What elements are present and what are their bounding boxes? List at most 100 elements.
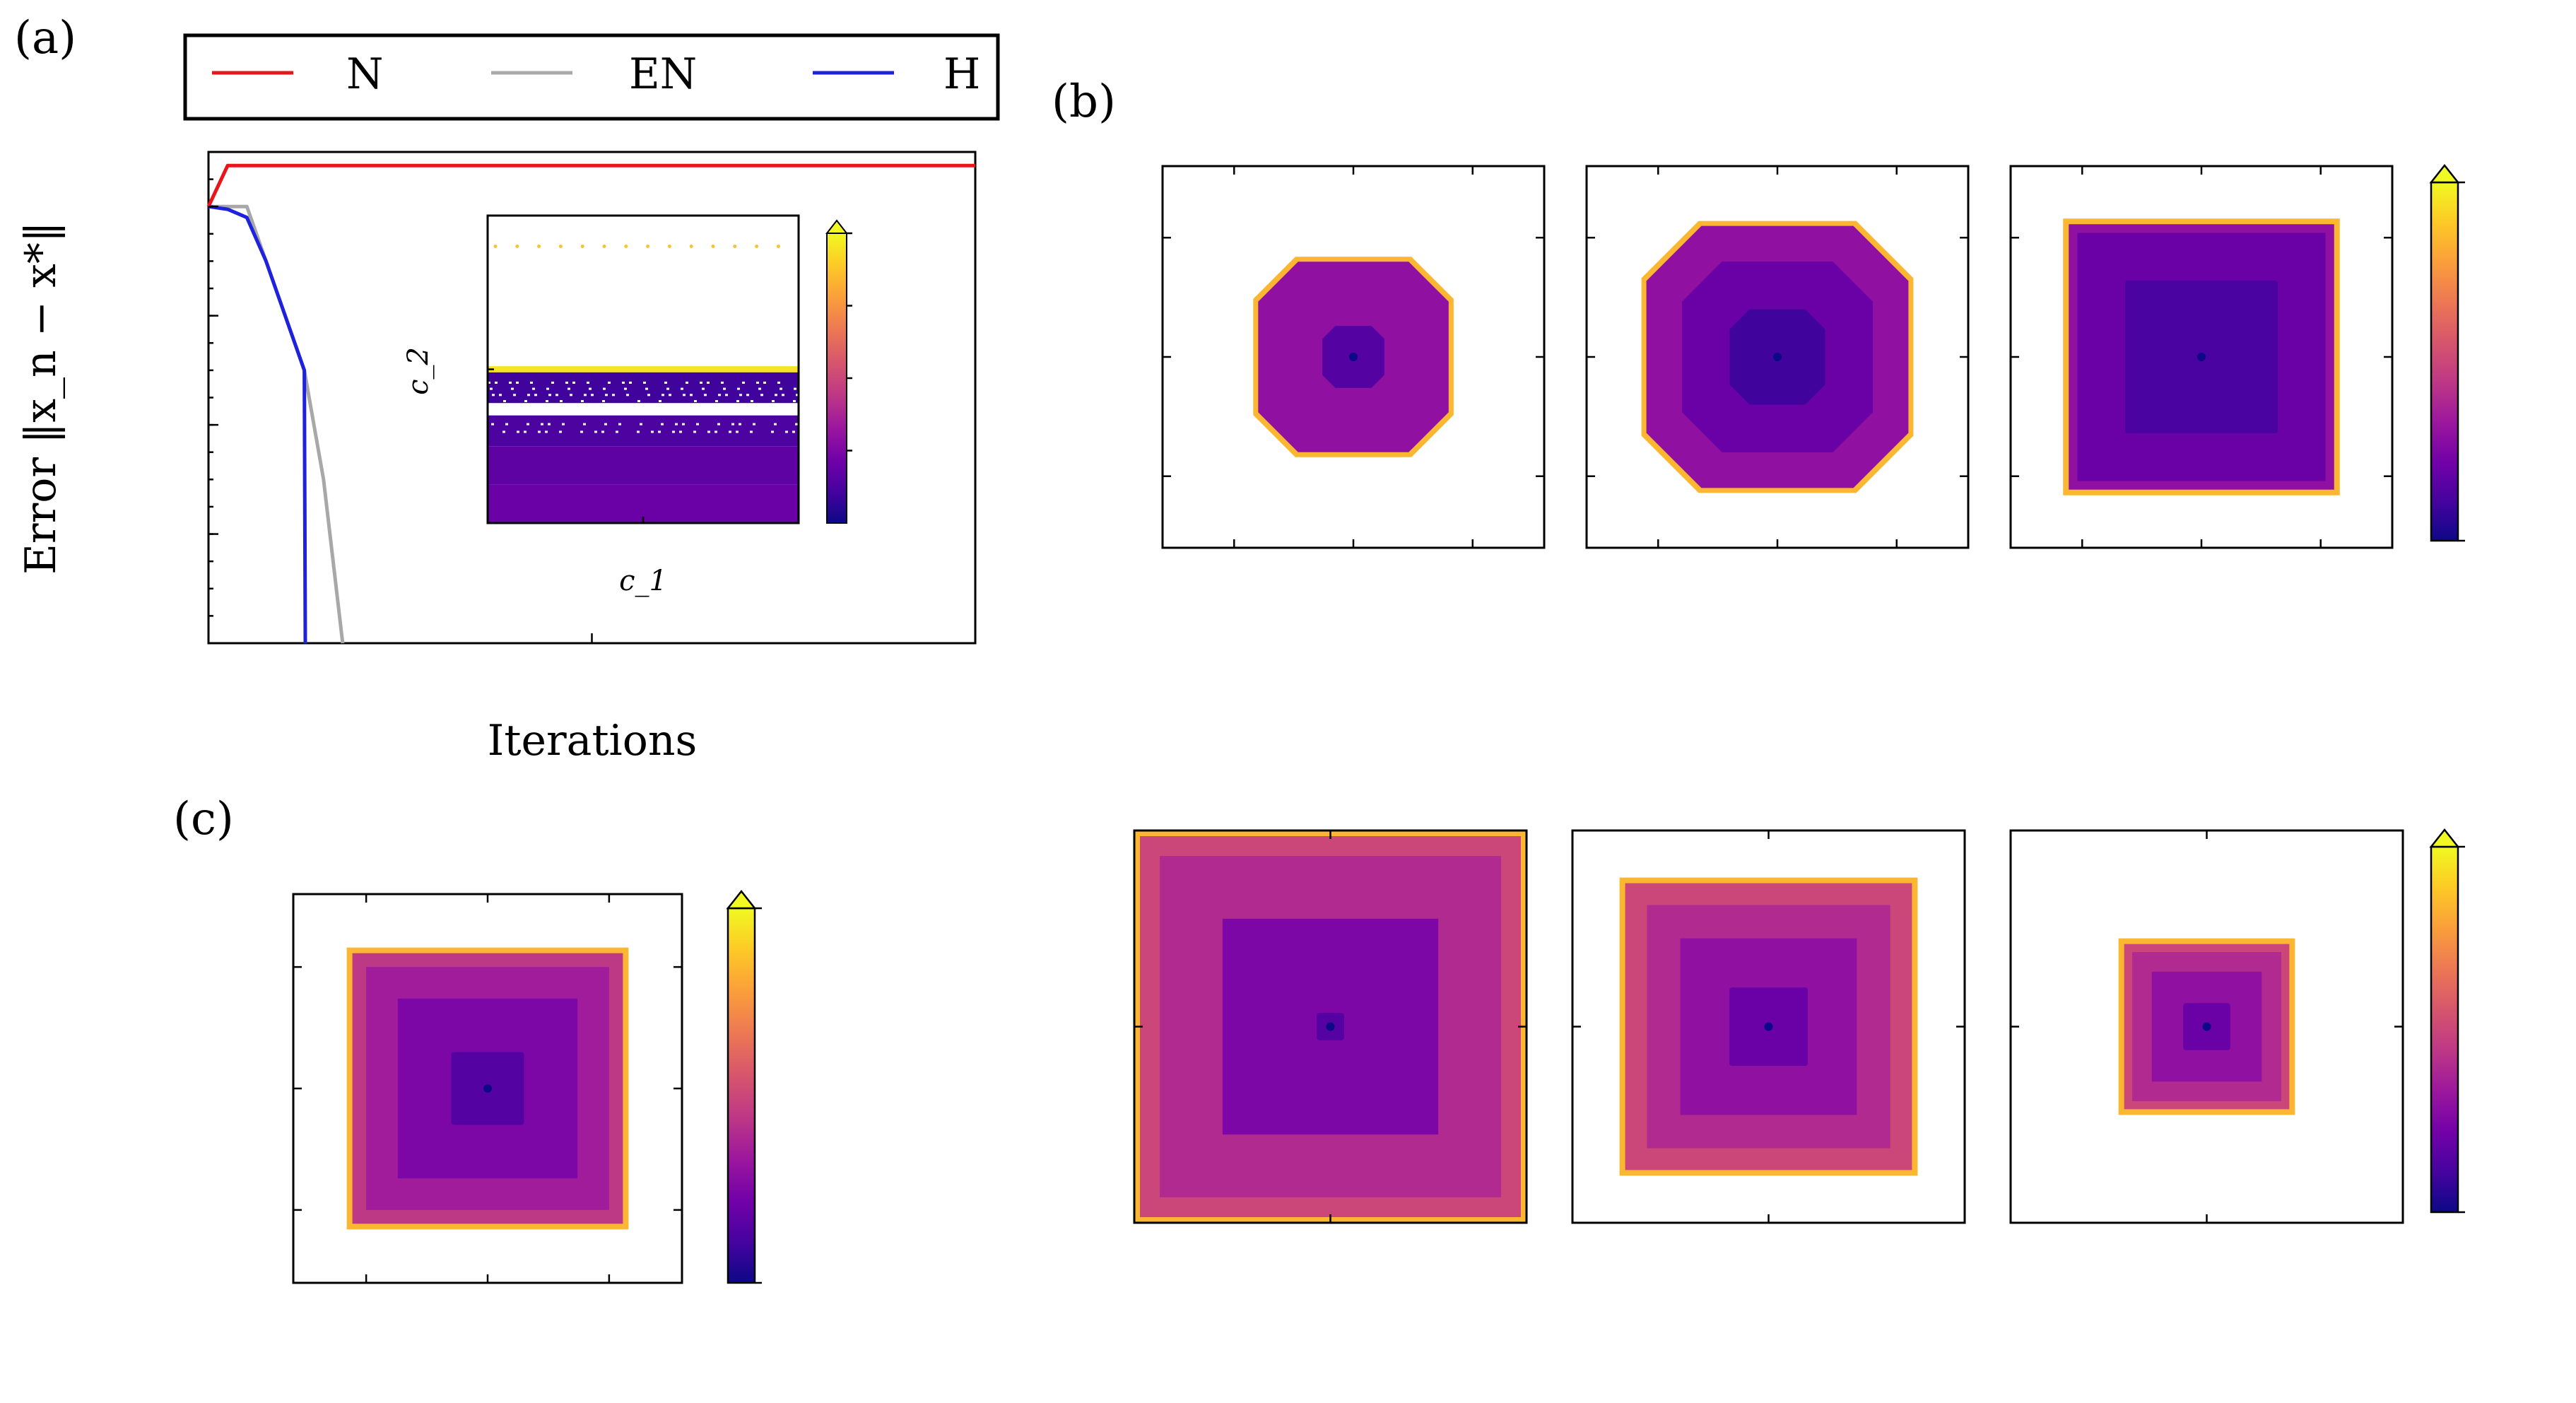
inset-sparse-point <box>733 245 737 248</box>
inset-gap-speck <box>704 394 707 397</box>
inset-gap-speck <box>715 400 718 402</box>
panel-a-ylabel: Error ‖x_n − x*‖ <box>16 221 66 575</box>
inset-ylabel: c_2 <box>402 347 435 395</box>
inset-gap-speck <box>530 381 533 384</box>
inset-gap-speck <box>780 387 782 390</box>
inset-gap-speck <box>707 430 710 433</box>
inset-gap-speck <box>661 423 664 425</box>
inset-gap-speck <box>681 387 683 390</box>
inset-sparse-point <box>493 245 498 248</box>
inset-gap-speck <box>718 394 721 397</box>
inset-gap-speck <box>672 430 675 433</box>
panel-label-a: (a) <box>14 12 76 64</box>
inset-gap-speck <box>488 381 490 384</box>
inset-gap-speck <box>737 387 740 390</box>
inset-gap-speck <box>622 381 625 384</box>
inset-gap-speck <box>548 423 551 425</box>
inset-gap-speck <box>795 423 798 425</box>
inset-gap-speck <box>629 381 632 384</box>
heatmap-panel-b-H <box>1585 165 1970 549</box>
inset-gap-speck <box>777 381 780 384</box>
inset-band <box>488 216 799 367</box>
inset-gap-speck <box>602 400 605 402</box>
inset-gap-speck <box>637 430 640 433</box>
inset-xlabel: c_1 <box>619 565 667 597</box>
inset-gap-speck <box>490 387 493 390</box>
inset-gap-speck <box>580 430 583 433</box>
inset-gap-speck <box>591 394 594 397</box>
inset-gap-speck <box>742 381 745 384</box>
inset-gap-speck <box>750 430 753 433</box>
inset-gap-speck <box>683 394 686 397</box>
panel-a-xlabel: Iterations <box>488 716 698 765</box>
inset-gap-speck <box>736 400 739 402</box>
heatmap-panel-b-N <box>1161 165 1546 549</box>
inset-gap-speck <box>760 394 763 397</box>
inset-gap-speck <box>545 430 548 433</box>
inset-band <box>488 372 799 404</box>
inset-gap-speck <box>562 423 565 425</box>
inset-band <box>488 403 799 416</box>
fixed-point-marker <box>1764 1022 1773 1031</box>
inset-gap-speck <box>721 381 724 384</box>
heatmap-panels <box>292 163 2465 1284</box>
inset-gap-speck <box>581 400 584 402</box>
inset-sparse-point <box>667 245 671 248</box>
panel-label-c: (c) <box>173 793 234 845</box>
colorbar <box>727 907 756 1284</box>
inset-sparse-point <box>646 245 650 248</box>
inset-sparse-point <box>711 245 715 248</box>
inset-gap-speck <box>603 387 606 390</box>
inset-gap-speck <box>679 430 682 433</box>
inset-gap-speck <box>583 423 586 425</box>
inset-gap-speck <box>560 400 563 402</box>
inset-gap-speck <box>491 423 494 425</box>
panel-a-inset: c_1 c_2 <box>402 214 852 597</box>
inset-gap-speck <box>746 394 749 397</box>
inset-gap-speck <box>694 400 697 402</box>
fixed-point-marker <box>483 1084 492 1093</box>
inset-gap-speck <box>527 394 530 397</box>
inset-gap-speck <box>682 423 685 425</box>
inset-band <box>488 484 799 523</box>
panel-label-b: (b) <box>1052 76 1116 128</box>
inset-sparse-point <box>755 245 759 248</box>
fixed-point-marker <box>1773 353 1782 361</box>
inset-gap-speck <box>739 394 742 397</box>
colorbar-extend-arrow <box>2429 163 2460 184</box>
inset-gap-speck <box>782 394 784 397</box>
colorbar-extend-arrow <box>726 889 757 910</box>
inset-gap-speck <box>505 423 508 425</box>
inset-gap-speck <box>567 387 570 390</box>
inset-sparse-point <box>558 245 563 248</box>
inset-gap-speck <box>753 423 755 425</box>
inset-gap-speck <box>645 387 648 390</box>
inset-gap-speck <box>647 394 650 397</box>
legend-label-EN: EN <box>629 49 697 99</box>
inset-gap-speck <box>658 430 661 433</box>
inset-gap-speck <box>618 423 621 425</box>
inset-gap-speck <box>534 394 537 397</box>
inset-gap-speck <box>546 400 548 402</box>
inset-gap-speck <box>731 423 734 425</box>
inset-gap-speck <box>612 394 615 397</box>
colorbar-extend-arrow <box>2429 828 2460 848</box>
inset-gap-speck <box>717 423 720 425</box>
inset-gap-speck <box>572 381 575 384</box>
fixed-point-marker <box>2197 353 2206 361</box>
heatmap-panel-b-EN3 <box>2009 828 2465 1224</box>
inset-gap-speck <box>686 381 688 384</box>
inset-gap-speck <box>771 430 774 433</box>
inset-gap-speck <box>700 381 702 384</box>
inset-gap-speck <box>756 381 759 384</box>
inset-gap-speck <box>503 400 506 402</box>
inset-sparse-point <box>689 245 693 248</box>
inset-gap-speck <box>524 400 527 402</box>
inset-band <box>488 366 799 372</box>
inset-sparse-point <box>776 245 780 248</box>
series-line-EN <box>208 204 345 644</box>
inset-gap-speck <box>666 387 669 390</box>
inset-gap-speck <box>532 387 535 390</box>
inset-gap-speck <box>608 381 611 384</box>
